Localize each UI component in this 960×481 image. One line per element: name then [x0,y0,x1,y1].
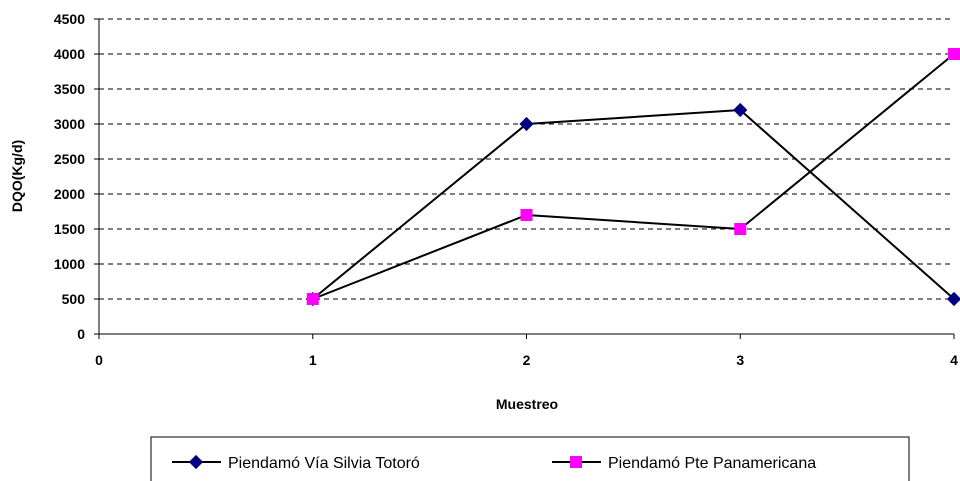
data-point-square [734,223,747,235]
y-tick-label: 3000 [54,116,85,132]
legend-square-marker [570,456,582,468]
x-tick-label: 2 [523,352,531,368]
legend-label-series-2: Piendamó Pte Panamericana [608,455,816,472]
series-line-1 [312,108,955,300]
data-point-square [306,293,319,305]
y-tick-label: 4500 [54,11,85,27]
y-tick-label: 1500 [54,221,85,237]
legend: Piendamó Vía Silvia Totoró Piendamó Pte … [150,436,910,481]
data-point-square [520,209,533,221]
axes [94,18,955,339]
x-axis-title: Muestreo [496,396,558,412]
x-tick-label: 1 [309,352,317,368]
y-tick-label: 1000 [54,256,85,272]
y-tick-label: 0 [77,326,85,342]
x-tick-label: 3 [736,352,744,368]
y-axis-title: DQO(Kg/d) [9,140,25,212]
data-point-diamond [733,102,748,118]
x-tick-label: 0 [95,352,103,368]
legend-label-series-1: Piendamó Vía Silvia Totoró [228,455,420,472]
data-point-diamond [519,116,534,132]
x-tick-labels: 0 1 2 3 4 [95,352,958,368]
y-tick-label: 3500 [54,81,85,97]
data-point-square [948,48,960,60]
y-tick-label: 2000 [54,186,85,202]
y-tick-label: 2500 [54,151,85,167]
legend-item-series-1: Piendamó Vía Silvia Totoró [172,454,420,472]
grid-lines [99,18,954,300]
series-line-2 [312,53,955,300]
y-tick-label: 4000 [54,46,85,62]
x-tick-label: 4 [950,352,958,368]
series-lines [312,53,955,300]
data-point-diamond [946,291,960,307]
y-tick-label: 500 [62,291,86,307]
legend-diamond-marker [188,454,204,470]
legend-box [150,436,910,481]
series-markers [305,48,960,307]
y-tick-labels: 0 500 1000 1500 2000 2500 3000 3500 4000 4500 [54,11,85,342]
legend-item-series-2: Piendamó Pte Panamericana [552,455,816,472]
